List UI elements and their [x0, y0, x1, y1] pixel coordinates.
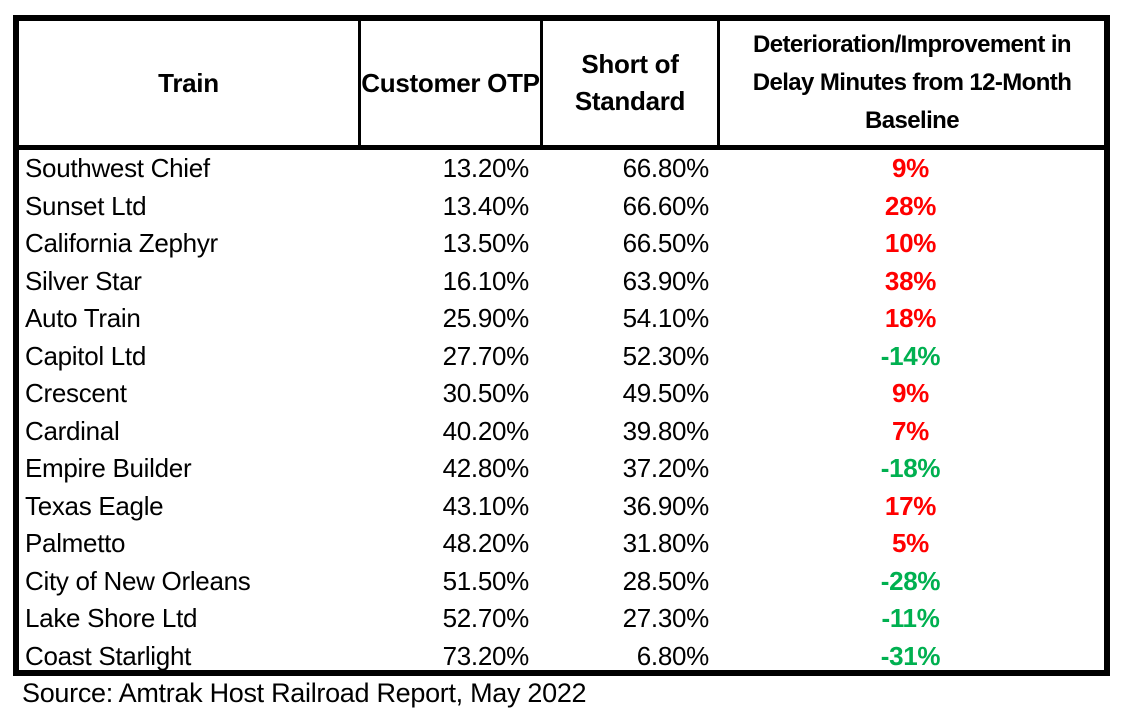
short-of-standard-value: 63.90%: [622, 265, 710, 296]
table-row: Palmetto 48.20% 31.80% 5%: [19, 525, 1104, 563]
table-row: Auto Train 25.90% 54.10% 18%: [19, 300, 1104, 338]
table-row: Southwest Chief 13.20% 66.80% 9%: [19, 150, 1104, 188]
short-of-standard-value: 27.30%: [622, 603, 710, 633]
customer-otp-value: 16.10%: [442, 265, 530, 296]
table-body: Southwest Chief 13.20% 66.80% 9% Sunset Ltd 1…: [19, 150, 1104, 675]
short-of-standard-value: 66.80%: [622, 153, 710, 183]
customer-otp-value: 51.50%: [442, 565, 530, 596]
customer-otp-value: 73.20%: [442, 640, 530, 671]
train-name: City of New Orleans: [25, 565, 251, 596]
short-of-standard-value: 49.50%: [622, 378, 710, 408]
header-short-of-standard: Short of Standard: [540, 21, 717, 145]
header-customer-otp: Customer OTP: [358, 21, 540, 145]
delay-change-value: -28%: [880, 565, 941, 596]
train-name: Auto Train: [25, 303, 141, 333]
customer-otp-value: 13.50%: [442, 228, 530, 258]
short-of-standard-value: 31.80%: [622, 528, 710, 558]
train-name: Cardinal: [25, 415, 120, 446]
customer-otp-value: 30.50%: [442, 378, 530, 408]
customer-otp-value: 48.20%: [442, 528, 530, 558]
delay-change-value: 10%: [884, 228, 937, 258]
customer-otp-value: 13.20%: [442, 153, 530, 183]
delay-change-value: -11%: [881, 603, 940, 633]
table-row: Texas Eagle 43.10% 36.90% 17%: [19, 488, 1104, 526]
train-name: Capitol Ltd: [25, 340, 146, 371]
customer-otp-value: 43.10%: [442, 490, 530, 521]
short-of-standard-value: 54.10%: [622, 303, 710, 333]
customer-otp-value: 13.40%: [442, 190, 530, 221]
short-of-standard-value: 37.20%: [622, 453, 710, 483]
table-row: Sunset Ltd 13.40% 66.60% 28%: [19, 188, 1104, 226]
delay-change-value: 17%: [884, 490, 937, 521]
customer-otp-value: 42.80%: [442, 453, 530, 483]
delay-change-value: -14%: [880, 340, 941, 371]
train-name: Sunset Ltd: [25, 190, 147, 221]
delay-change-value: -18%: [880, 453, 941, 483]
delay-change-value: 5%: [892, 528, 929, 558]
table-row: City of New Orleans 51.50% 28.50% -28%: [19, 563, 1104, 601]
source-note: Source: Amtrak Host Railroad Report, May…: [22, 678, 587, 708]
train-name: Coast Starlight: [25, 640, 192, 671]
delay-change-value: -31%: [880, 640, 941, 671]
train-name: Southwest Chief: [25, 153, 210, 183]
short-of-standard-value: 52.30%: [622, 340, 710, 371]
short-of-standard-value: 28.50%: [622, 565, 710, 596]
table-row: Capitol Ltd 27.70% 52.30% -14%: [19, 338, 1104, 376]
short-of-standard-value: 39.80%: [622, 415, 710, 446]
short-of-standard-value: 66.60%: [622, 190, 710, 221]
delay-change-value: 38%: [884, 265, 937, 296]
table-row: Silver Star 16.10% 63.90% 38%: [19, 263, 1104, 301]
train-name: Lake Shore Ltd: [25, 603, 198, 633]
short-of-standard-value: 36.90%: [622, 490, 710, 521]
customer-otp-value: 25.90%: [442, 303, 530, 333]
train-name: Texas Eagle: [25, 490, 164, 521]
header-train: Train: [158, 67, 219, 98]
customer-otp-value: 27.70%: [442, 340, 530, 371]
table-row: Crescent 30.50% 49.50% 9%: [19, 375, 1104, 413]
train-name: Silver Star: [25, 265, 142, 296]
otp-table: Train Customer OTP Short of Standard Det…: [13, 15, 1110, 676]
customer-otp-value: 40.20%: [442, 415, 530, 446]
table-row: Lake Shore Ltd 52.70% 27.30% -11%: [19, 600, 1104, 638]
table-header-row: Train Customer OTP Short of Standard Det…: [19, 21, 1104, 150]
header-delay-change-baseline: Deterioration/Improvement in Delay Minut…: [717, 21, 1104, 145]
delay-change-value: 9%: [892, 378, 929, 408]
short-of-standard-value: 6.80%: [636, 640, 710, 671]
table-row: Empire Builder 42.80% 37.20% -18%: [19, 450, 1104, 488]
short-of-standard-value: 66.50%: [622, 228, 710, 258]
delay-change-value: 18%: [884, 303, 937, 333]
delay-change-value: 28%: [884, 190, 937, 221]
table-row: California Zephyr 13.50% 66.50% 10%: [19, 225, 1104, 263]
train-name: California Zephyr: [25, 228, 218, 258]
train-name: Palmetto: [25, 528, 126, 558]
delay-change-value: 7%: [892, 415, 929, 446]
table-row: Coast Starlight 73.20% 6.80% -31%: [19, 638, 1104, 676]
train-name: Empire Builder: [25, 453, 192, 483]
table-row: Cardinal 40.20% 39.80% 7%: [19, 413, 1104, 451]
train-name: Crescent: [25, 378, 127, 408]
customer-otp-value: 52.70%: [442, 603, 530, 633]
delay-change-value: 9%: [892, 153, 929, 183]
